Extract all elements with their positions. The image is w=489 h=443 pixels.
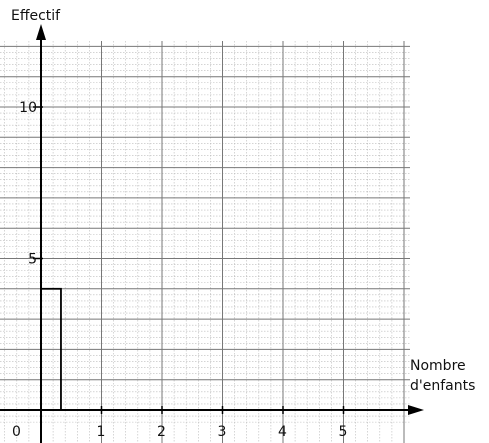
x-tick-label: 3 [218, 424, 227, 440]
x-tick-label: 5 [339, 424, 348, 440]
x-axis-arrow [408, 405, 424, 415]
x-tick-label: 1 [97, 424, 106, 440]
x-tick-label: 2 [157, 424, 166, 440]
y-axis-arrow [36, 24, 46, 40]
y-tick-label: 5 [28, 252, 37, 268]
axes [0, 24, 424, 443]
x-axis-label-line-2: d'enfants [410, 378, 475, 394]
y-axis-label: Effectif [11, 8, 61, 24]
x-axis-label-line-1: Nombre [410, 358, 466, 374]
grid-major [0, 41, 410, 443]
grid-minor [0, 41, 410, 443]
ticks: 1 2 3 4 5 5 10 [19, 100, 347, 440]
origin-label: 0 [12, 424, 21, 440]
y-tick-label: 10 [19, 100, 37, 116]
x-tick-label: 4 [278, 424, 287, 440]
